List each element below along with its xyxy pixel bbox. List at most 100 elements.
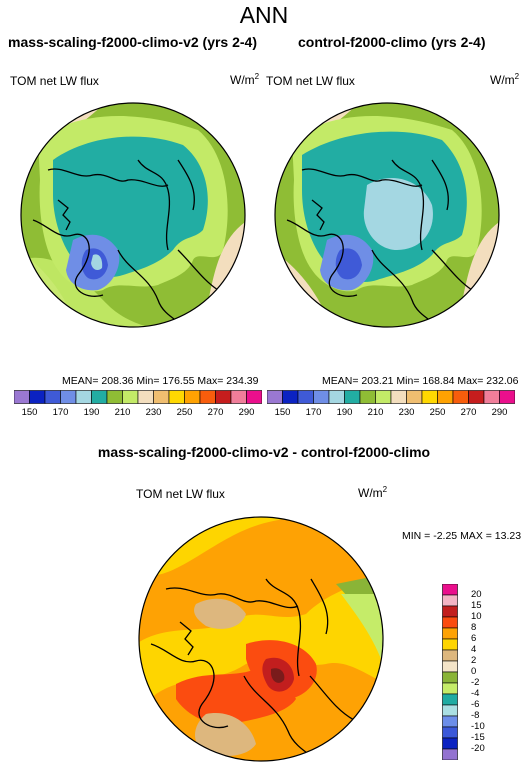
colorbar-labels-diff: 20 15 10 8 6 4 2 0 -2 -4 -6 -8 -10 -15 -20 [471,584,511,760]
colorbar-swatch [29,390,46,404]
colorbar-left [14,390,262,404]
colorbar-tick-label: 290 [491,407,508,418]
units-label-diff: W/m2 [358,485,388,500]
colorbar-swatch [442,594,458,607]
colorbar-swatch [246,390,262,404]
colorbar-swatch [14,390,30,404]
colorbar-swatch [442,649,458,662]
colorbar-tick-label: 210 [367,407,384,418]
colorbar-swatch [442,638,458,651]
units-label-right: W/m2 [490,72,520,87]
colorbar-swatch [267,390,283,404]
colorbar-tick-label: 230 [398,407,415,418]
colorbar-swatch [442,584,458,596]
colorbar-tick-label: 210 [114,407,131,418]
colorbar-tick-label: 170 [305,407,322,418]
colorbar-tick-label: -2 [471,677,480,688]
stats-left: MEAN= 208.36 Min= 176.55 Max= 234.39 [62,375,259,387]
colorbar-tick-label: -8 [471,710,480,721]
colorbar-tick-label: 290 [238,407,255,418]
colorbar-swatch [437,390,454,404]
variable-label-right: TOM net LW flux [266,74,355,88]
colorbar-swatch [468,390,485,404]
colorbar-swatch [344,390,361,404]
colorbar-swatch [442,693,458,706]
colorbar-tick-label: 190 [336,407,353,418]
colorbar-swatch [75,390,92,404]
colorbar-tick-label: 0 [471,666,477,677]
colorbar-tick-label: 10 [471,611,482,622]
colorbar-tick-label: 8 [471,622,477,633]
colorbar-swatch [60,390,77,404]
polar-map-diff [138,516,384,762]
colorbar-right [267,390,515,404]
colorbar-tick-label: 250 [429,407,446,418]
colorbar-swatch [184,390,201,404]
colorbar-diff [442,584,458,760]
colorbar-tick-label: 20 [471,589,482,600]
colorbar-swatch [390,390,407,404]
colorbar-tick-label: 270 [460,407,477,418]
colorbar-swatch [122,390,139,404]
panel-title-left: mass-scaling-f2000-climo-v2 (yrs 2-4) [8,34,257,50]
colorbar-tick-label: 15 [471,600,482,611]
diff-panel-title: mass-scaling-f2000-climo-v2 - control-f2… [97,444,431,460]
colorbar-tick-label: 230 [145,407,162,418]
polar-map-right [274,102,500,328]
colorbar-swatch [168,390,185,404]
colorbar-tick-label: 2 [471,655,477,666]
colorbar-swatch [313,390,330,404]
colorbar-swatch [442,616,458,629]
main-title: ANN [239,2,289,28]
colorbar-swatch [442,605,458,618]
colorbar-swatch [442,682,458,695]
colorbar-swatch [215,390,232,404]
colorbar-swatch [452,390,469,404]
colorbar-swatch [442,660,458,673]
colorbar-labels-left: 150 170 190 210 230 250 270 290 [14,407,262,421]
variable-label-left: TOM net LW flux [10,74,99,88]
colorbar-swatch [137,390,154,404]
colorbar-swatch [106,390,123,404]
colorbar-swatch [442,715,458,728]
colorbar-swatch [442,726,458,739]
colorbar-swatch [328,390,345,404]
colorbar-tick-label: -4 [471,688,480,699]
colorbar-swatch [359,390,376,404]
colorbar-tick-label: -20 [471,743,485,754]
colorbar-tick-label: -6 [471,699,480,710]
colorbar-swatch [44,390,61,404]
colorbar-swatch [442,704,458,717]
panel-title-right: control-f2000-climo (yrs 2-4) [298,34,486,50]
colorbar-swatch [297,390,314,404]
colorbar-swatch [230,390,247,404]
colorbar-tick-label: 150 [21,407,38,418]
colorbar-swatch [483,390,500,404]
colorbar-swatch [442,748,458,760]
colorbar-swatch [406,390,423,404]
units-label-left: W/m2 [230,72,260,87]
colorbar-swatch [442,627,458,640]
colorbar-tick-label: 270 [207,407,224,418]
colorbar-tick-label: -15 [471,732,485,743]
colorbar-swatch [375,390,392,404]
colorbar-swatch [153,390,170,404]
colorbar-swatch [421,390,438,404]
colorbar-tick-label: 6 [471,633,477,644]
colorbar-swatch [282,390,299,404]
colorbar-labels-right: 150 170 190 210 230 250 270 290 [267,407,515,421]
colorbar-tick-label: 190 [83,407,100,418]
stats-right: MEAN= 203.21 Min= 168.84 Max= 232.06 [322,375,519,387]
colorbar-swatch [442,671,458,684]
polar-map-left [20,102,246,328]
colorbar-tick-label: 170 [52,407,69,418]
colorbar-swatch [499,390,515,404]
stats-diff: MIN = -2.25 MAX = 13.23 [402,530,522,542]
colorbar-swatch [91,390,108,404]
colorbar-tick-label: 150 [274,407,291,418]
colorbar-tick-label: 4 [471,644,477,655]
variable-label-diff: TOM net LW flux [136,487,225,501]
colorbar-swatch [199,390,216,404]
colorbar-tick-label: -10 [471,721,485,732]
colorbar-swatch [442,737,458,750]
